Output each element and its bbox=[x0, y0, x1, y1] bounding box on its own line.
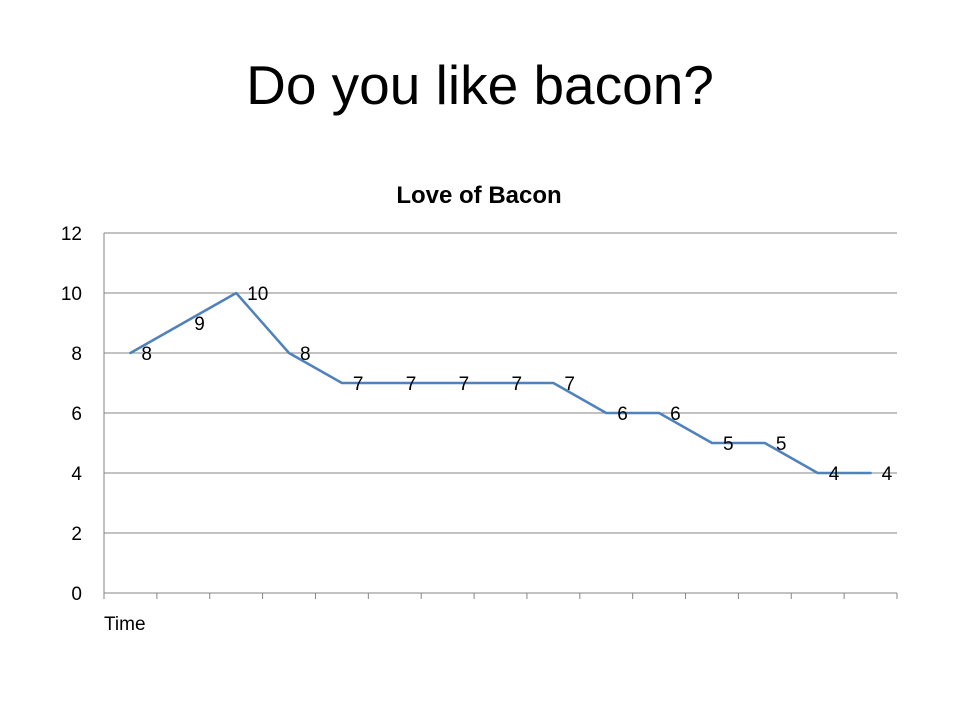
data-label: 7 bbox=[512, 374, 523, 395]
y-tick-label: 2 bbox=[71, 524, 82, 545]
data-label: 5 bbox=[776, 434, 787, 455]
slide-title: Do you like bacon? bbox=[246, 54, 714, 116]
data-label: 9 bbox=[194, 314, 205, 335]
data-label: 7 bbox=[353, 374, 364, 395]
chart-title: Love of Bacon bbox=[396, 182, 561, 209]
data-label: 4 bbox=[882, 464, 893, 485]
x-axis-label: Time bbox=[104, 614, 146, 635]
data-label: 4 bbox=[829, 464, 840, 485]
series-line bbox=[129, 291, 872, 475]
data-label: 7 bbox=[564, 374, 575, 395]
data-label: 8 bbox=[300, 344, 311, 365]
data-label: 10 bbox=[247, 284, 268, 305]
data-label: 6 bbox=[617, 404, 628, 425]
y-tick-label: 8 bbox=[71, 344, 82, 365]
data-label: 8 bbox=[141, 344, 152, 365]
data-label: 7 bbox=[406, 374, 417, 395]
data-label: 5 bbox=[723, 434, 734, 455]
y-tick-label: 6 bbox=[71, 404, 82, 425]
y-tick-label: 12 bbox=[61, 224, 82, 245]
y-tick-label: 4 bbox=[71, 464, 82, 485]
data-label: 7 bbox=[459, 374, 470, 395]
y-tick-label: 10 bbox=[61, 284, 82, 305]
data-label: 6 bbox=[670, 404, 681, 425]
y-tick-label: 0 bbox=[71, 584, 82, 605]
